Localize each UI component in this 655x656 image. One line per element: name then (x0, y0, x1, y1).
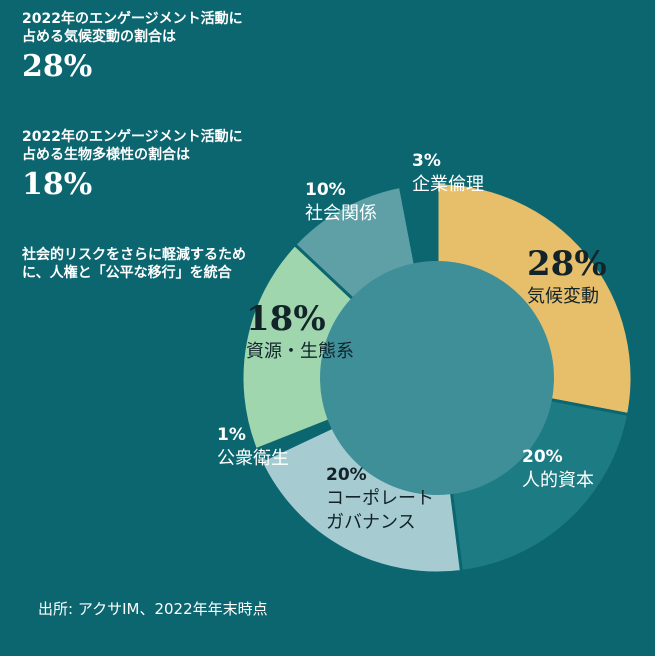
slice-name-label-4: 資源・生態系 (246, 341, 354, 362)
slice-percent-label-3: 1% (217, 425, 246, 445)
stat-climate-value: 28% (22, 49, 93, 84)
stat-climate-label: 2022年のエンゲージメント活動に占める気候変動の割合は (22, 11, 243, 45)
slice-name-label-1: 人的資本 (522, 470, 594, 491)
slice-percent-label-4: 18% (246, 299, 326, 339)
slice-percent-label-1: 20% (522, 447, 563, 467)
stat-biodiversity-value: 18% (22, 167, 93, 202)
stat-climate: 2022年のエンゲージメント活動に占める気候変動の割合は 28% (22, 10, 252, 84)
slice-name-label-2-1: ガバナンス (326, 512, 416, 533)
source-note: 出所: アクサIM、2022年年末時点 (38, 600, 268, 618)
donut-center (320, 261, 554, 495)
slice-name-label-3: 公衆衛生 (217, 448, 289, 469)
slice-name-label-2-0: コーポレート (326, 488, 434, 509)
slice-percent-label-2: 20% (326, 465, 367, 485)
slice-name-label-0: 気候変動 (527, 286, 599, 307)
slice-name-label-6: 企業倫理 (412, 174, 484, 195)
slice-name-label-5: 社会関係 (305, 203, 377, 224)
stat-biodiversity: 2022年のエンゲージメント活動に占める生物多様性の割合は 18% (22, 128, 252, 202)
slice-percent-label-6: 3% (412, 151, 441, 171)
note-text: 社会的リスクをさらに軽減するために、人権と「公平な移行」を統合 (22, 247, 246, 281)
slice-percent-label-0: 28% (527, 244, 607, 284)
slice-percent-label-5: 10% (305, 180, 346, 200)
stat-biodiversity-label: 2022年のエンゲージメント活動に占める生物多様性の割合は (22, 129, 243, 163)
